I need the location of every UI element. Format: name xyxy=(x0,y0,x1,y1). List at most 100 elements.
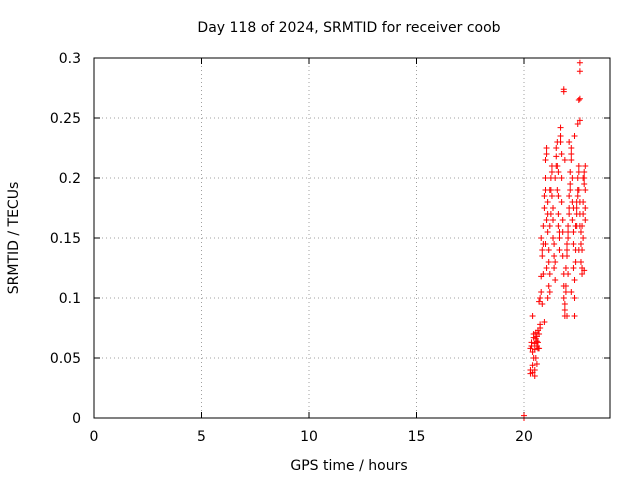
data-point xyxy=(546,223,553,229)
data-point xyxy=(564,241,570,247)
data-point xyxy=(533,361,540,367)
data-point xyxy=(547,211,554,217)
data-point xyxy=(557,139,564,145)
data-point xyxy=(550,205,557,211)
data-point xyxy=(539,247,546,253)
data-point xyxy=(542,157,549,163)
x-tick-label: 15 xyxy=(408,429,426,445)
data-point xyxy=(574,175,581,181)
data-point xyxy=(561,307,568,313)
data-point xyxy=(562,283,569,289)
data-point xyxy=(532,355,539,361)
data-point xyxy=(568,157,575,163)
data-point xyxy=(537,321,544,328)
data-point xyxy=(543,145,550,151)
axis-ticks: 0 5 10 15 20 0 0.05 0.1 0.15 0.2 0.25 0.3 xyxy=(50,51,610,445)
data-point xyxy=(560,86,567,93)
data-point xyxy=(553,153,560,160)
data-point xyxy=(550,235,557,241)
data-point xyxy=(529,313,536,319)
data-point xyxy=(581,169,588,175)
data-point xyxy=(556,235,563,241)
y-tick-label: 0.2 xyxy=(59,171,81,187)
y-tick-label: 0 xyxy=(72,411,81,427)
grid-lines xyxy=(94,58,610,418)
data-point xyxy=(569,217,576,223)
data-point xyxy=(540,223,547,229)
data-point xyxy=(566,193,573,199)
data-point xyxy=(582,217,589,223)
data-point xyxy=(538,289,545,295)
data-point xyxy=(545,283,552,289)
data-point xyxy=(551,253,558,259)
data-point xyxy=(569,175,576,181)
data-point xyxy=(572,259,579,265)
data-point xyxy=(554,187,561,193)
data-point xyxy=(575,247,582,253)
data-point xyxy=(575,97,582,103)
data-point xyxy=(544,229,551,235)
data-point xyxy=(565,271,572,277)
data-point xyxy=(568,145,575,151)
data-point xyxy=(570,265,577,271)
data-point xyxy=(579,223,586,229)
data-point xyxy=(548,193,555,199)
data-point xyxy=(576,68,583,75)
data-point xyxy=(546,289,553,295)
data-point xyxy=(567,181,574,187)
data-point xyxy=(582,205,589,211)
data-point xyxy=(558,175,565,181)
data-point xyxy=(574,193,581,199)
data-point xyxy=(536,345,543,352)
data-point xyxy=(531,367,538,373)
data-point xyxy=(582,187,589,193)
data-point xyxy=(567,187,574,193)
x-tick-label: 0 xyxy=(90,429,99,445)
data-point xyxy=(541,319,548,325)
data-point xyxy=(566,139,573,145)
data-point xyxy=(528,339,535,346)
data-point xyxy=(544,199,551,205)
data-point xyxy=(564,247,570,253)
data-point xyxy=(581,181,588,187)
data-point xyxy=(576,95,583,102)
data-point xyxy=(556,247,563,253)
data-point xyxy=(551,241,558,247)
y-tick-label: 0.15 xyxy=(50,231,81,247)
data-point xyxy=(553,145,560,151)
data-point xyxy=(543,217,550,223)
data-point xyxy=(575,169,582,175)
y-axis-label: SRMTID / TECUs xyxy=(6,182,22,295)
data-point xyxy=(543,151,550,157)
data-point xyxy=(540,271,547,277)
data-point xyxy=(580,199,587,205)
data-point xyxy=(529,362,536,369)
data-point xyxy=(567,169,574,175)
x-tick-label: 20 xyxy=(515,429,533,445)
data-point xyxy=(575,163,582,169)
data-point xyxy=(544,295,551,301)
data-point xyxy=(575,187,582,193)
data-point xyxy=(557,124,564,131)
data-point xyxy=(580,211,587,217)
data-point xyxy=(573,223,580,229)
data-point xyxy=(539,253,546,259)
data-point xyxy=(555,169,562,175)
data-point xyxy=(543,265,550,271)
data-point xyxy=(552,277,559,283)
data-point xyxy=(537,295,544,301)
y-tick-label: 0.1 xyxy=(59,291,81,307)
data-point xyxy=(571,133,578,139)
data-point xyxy=(559,217,566,223)
data-point xyxy=(546,271,553,277)
data-point xyxy=(581,267,588,274)
data-point xyxy=(561,157,568,163)
data-point xyxy=(557,133,564,139)
data-point xyxy=(562,289,569,295)
data-point xyxy=(582,163,589,169)
y-tick-label: 0.05 xyxy=(50,351,81,367)
data-point xyxy=(580,235,587,241)
data-point xyxy=(577,259,584,265)
data-points xyxy=(521,59,589,421)
data-point xyxy=(577,229,584,235)
